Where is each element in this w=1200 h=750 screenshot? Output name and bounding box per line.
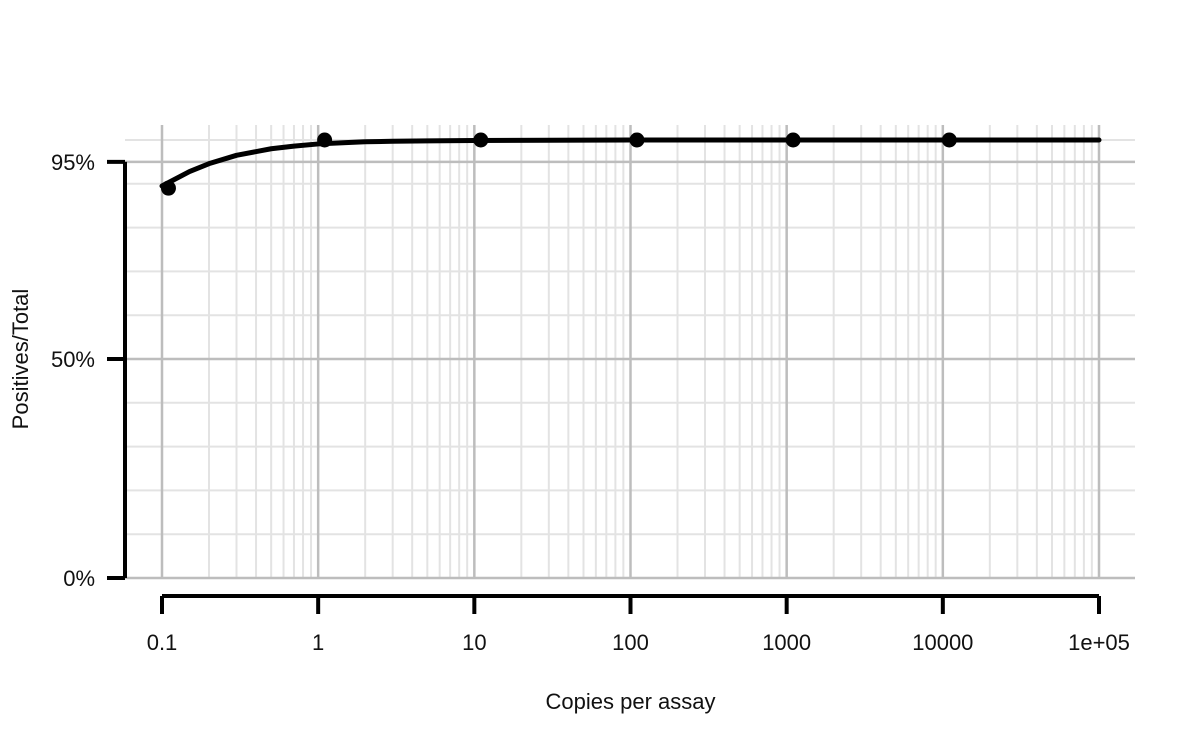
x-tick-label: 100	[612, 630, 649, 655]
x-tick-label: 1000	[762, 630, 811, 655]
data-point	[317, 132, 333, 148]
fitted-curve-layer	[159, 137, 1102, 189]
data-point	[941, 132, 957, 148]
data-point	[160, 180, 176, 196]
x-tick-label: 1	[312, 630, 324, 655]
tick-labels: 0% 50% 95% 0.1 1 10 100 1000 10000 1e+05	[51, 150, 1130, 655]
y-tick-label: 50%	[51, 347, 95, 372]
data-point	[629, 132, 645, 148]
data-points-layer	[160, 132, 957, 196]
x-tick-label: 10000	[912, 630, 973, 655]
y-tick-label: 0%	[63, 566, 95, 591]
data-point	[785, 132, 801, 148]
x-tick-label: 10	[462, 630, 486, 655]
fitted-curve	[159, 137, 1102, 189]
y-axis-title: Positives/Total	[8, 289, 33, 430]
x-axis-title: Copies per assay	[546, 689, 716, 714]
x-tick-label: 0.1	[147, 630, 178, 655]
data-point	[473, 132, 489, 148]
major-gridlines	[125, 125, 1135, 580]
y-tick-label: 95%	[51, 150, 95, 175]
axes	[107, 159, 1101, 614]
x-tick-label: 1e+05	[1068, 630, 1130, 655]
